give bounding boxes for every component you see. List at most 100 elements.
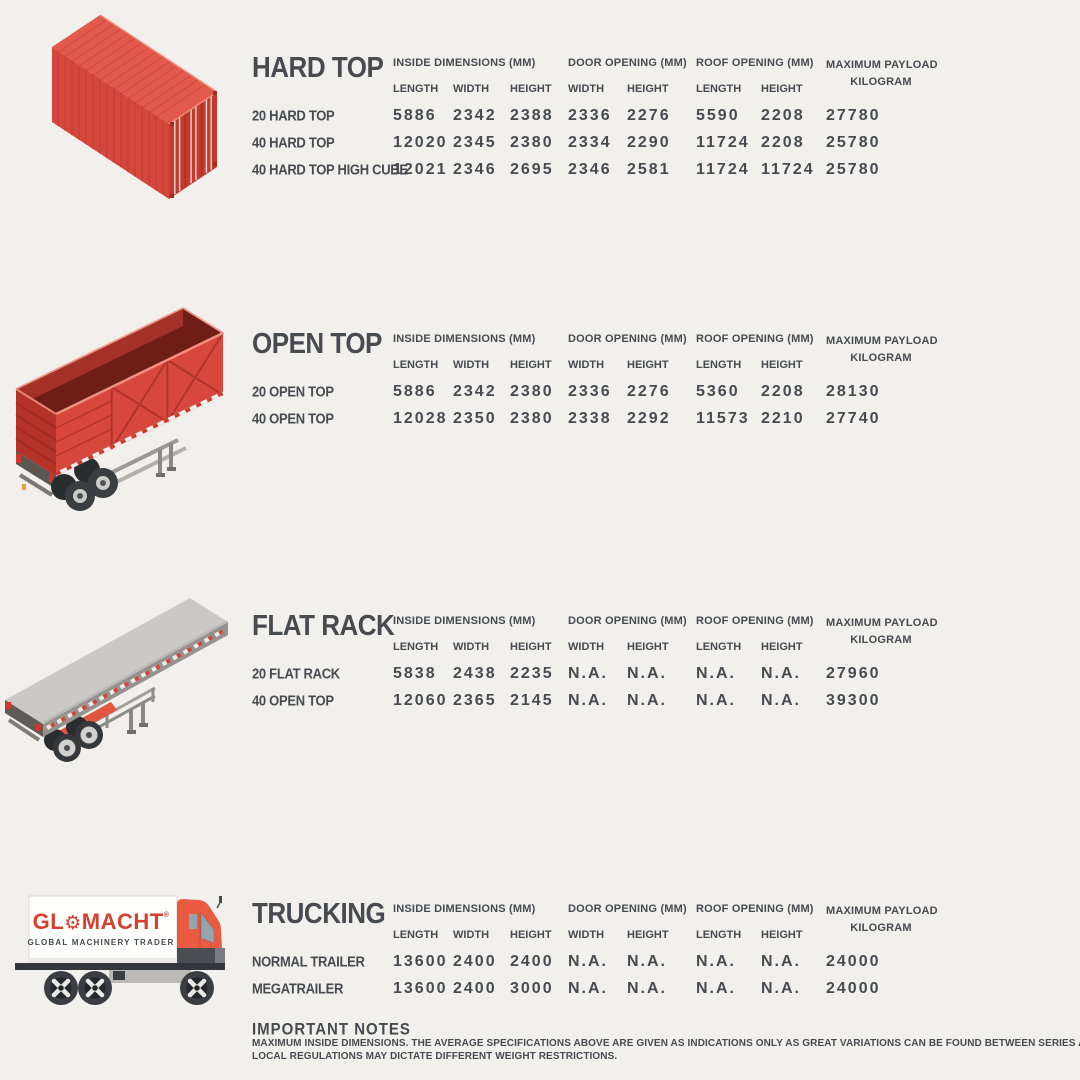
cell-value: 5886 [393,106,437,124]
section-title: TRUCKING [252,896,386,930]
cell-value: 2380 [510,382,554,400]
col-height: HEIGHT [510,641,552,653]
cell-value: 27780 [826,106,881,124]
cell-value: N.A. [627,664,667,682]
col-group-door-opening: DOOR OPENING (MM) [568,903,687,915]
cell-value: 2380 [510,409,554,427]
cell-value: N.A. [696,664,736,682]
container-door-face [168,91,218,199]
cell-value: 28130 [826,382,881,400]
cell-value: 13600 [393,952,448,970]
table-row: 20 HARD TOP 5886 2342 2388 2336 2276 559… [252,102,936,129]
table-row: 40 HARD TOP 12020 2345 2380 2334 2290 11… [252,129,936,156]
truck-box: GL⚙MACHT® GLOBAL MACHINERY TRADER [27,895,178,963]
note-line: MAXIMUM INSIDE DIMENSIONS. THE AVERAGE S… [252,1038,1080,1049]
col-door-width: WIDTH [568,359,605,371]
cell-value: 2208 [761,106,805,124]
cell-value: 5590 [696,106,740,124]
col-group-roof-opening: ROOF OPENING (MM) [696,903,814,915]
table-row: NORMAL TRAILER 13600 2400 2400 N.A. N.A.… [252,948,936,975]
cell-value: 27740 [826,409,881,427]
cell-value: 11724 [696,160,750,178]
cell-value: 2400 [510,952,554,970]
cell-value: N.A. [761,691,801,709]
cell-value: 5838 [393,664,437,682]
cell-value: 2276 [627,382,671,400]
container-top-face [52,14,218,124]
cell-value: 2400 [453,979,497,997]
section-title: FLAT RACK [252,608,395,642]
cell-value: 39300 [826,691,881,709]
cell-value: 24000 [826,952,881,970]
cell-value: N.A. [761,979,801,997]
flat-rack-trailer-icon [5,598,228,762]
col-roof-height: HEIGHT [761,83,803,95]
cell-value: 2210 [761,409,805,427]
col-height: HEIGHT [510,359,552,371]
table-header: FLAT RACK INSIDE DIMENSIONS (MM) DOOR OP… [252,608,938,660]
cell-value: 12020 [393,133,448,151]
col-group-roof-opening: ROOF OPENING (MM) [696,615,814,627]
col-width: WIDTH [453,641,490,653]
cell-value: N.A. [696,979,736,997]
cell-value: 11724 [696,133,750,151]
truck-chassis [15,963,225,983]
col-width: WIDTH [453,83,490,95]
table-header: OPEN TOP INSIDE DIMENSIONS (MM) DOOR OPE… [252,326,938,378]
cell-value: 2345 [453,133,497,151]
logo-text-gl: GL [33,909,65,934]
flatrack-wheels [44,716,103,762]
col-roof-height: HEIGHT [761,641,803,653]
cell-value: 2400 [453,952,497,970]
row-label: NORMAL TRAILER [252,953,365,970]
section-open-top: OPEN TOP INSIDE DIMENSIONS (MM) DOOR OPE… [252,326,938,432]
row-label: 40 HARD TOP HIGH CUBE [252,161,408,178]
row-label: 20 OPEN TOP [252,383,334,400]
col-width: WIDTH [453,359,490,371]
col-length: LENGTH [393,83,439,95]
row-label: 40 OPEN TOP [252,410,334,427]
trailer-interior [16,308,223,414]
cell-value: N.A. [627,691,667,709]
row-label: 40 OPEN TOP [252,692,334,709]
col-width: WIDTH [453,929,490,941]
trailer-rear-bumper [16,451,56,497]
trailer-side-wall [55,331,224,476]
col-group-roof-opening: ROOF OPENING (MM) [696,333,814,345]
col-length: LENGTH [393,641,439,653]
trademark-symbol: ® [164,911,170,919]
cell-value: N.A. [627,952,667,970]
cell-value: 25780 [826,133,881,151]
col-roof-length: LENGTH [696,929,742,941]
cell-value: 2581 [627,160,671,178]
cell-value: 24000 [826,979,881,997]
cell-value: 12021 [393,160,448,178]
col-roof-height: HEIGHT [761,359,803,371]
cell-value: 12028 [393,409,448,427]
cell-value: 2388 [510,106,554,124]
cell-value: N.A. [761,664,801,682]
cell-value: 2338 [568,409,612,427]
cell-value: 25780 [826,160,881,178]
section-title: OPEN TOP [252,326,382,360]
cell-value: N.A. [761,952,801,970]
table-row: 40 OPEN TOP 12060 2365 2145 N.A. N.A. N.… [252,687,936,714]
glomacht-logo: GL⚙MACHT® [33,909,170,934]
col-group-inside-dimensions: INSIDE DIMENSIONS (MM) [393,333,536,345]
col-height: HEIGHT [510,83,552,95]
cell-value: 12060 [393,691,448,709]
col-length: LENGTH [393,929,439,941]
cell-value: 2334 [568,133,612,151]
notes-title: IMPORTANT NOTES [252,1020,411,1039]
cell-value: 2695 [510,160,554,178]
col-group-door-opening: DOOR OPENING (MM) [568,615,687,627]
cell-value: 2292 [627,409,671,427]
cell-value: 2342 [453,382,497,400]
table-row: 20 OPEN TOP 5886 2342 2380 2336 2276 536… [252,378,936,405]
cell-value: N.A. [568,952,608,970]
col-door-height: HEIGHT [627,929,669,941]
cell-value: N.A. [627,979,667,997]
col-group-door-opening: DOOR OPENING (MM) [568,57,687,69]
row-label: MEGATRAILER [252,980,344,997]
truck-cab [177,896,225,963]
